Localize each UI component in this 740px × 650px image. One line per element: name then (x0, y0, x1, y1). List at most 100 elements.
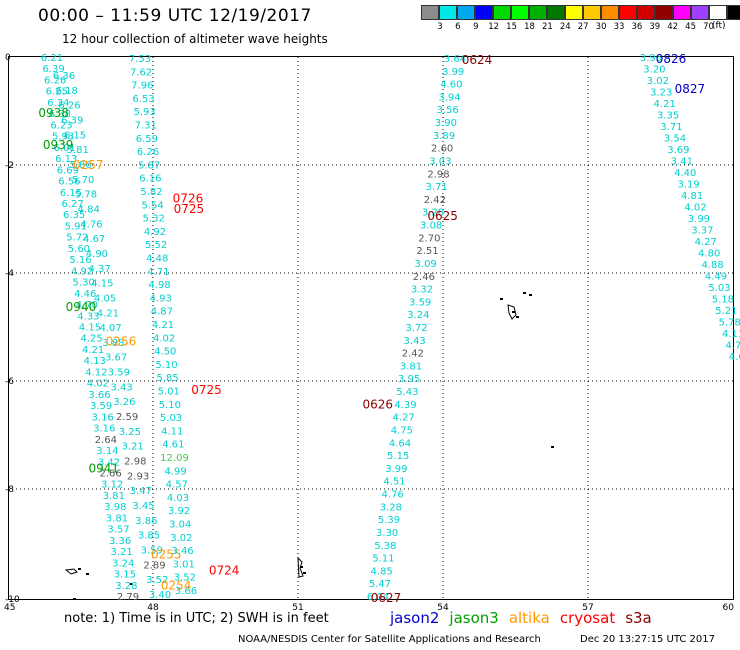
swh-value: 2.42 (402, 349, 424, 360)
swh-value: 2.70 (418, 233, 440, 244)
island-outline (64, 568, 78, 575)
swh-value: 4.98 (148, 280, 170, 291)
swh-value: 4.21 (152, 320, 174, 331)
x-axis-label: 54 (437, 603, 449, 613)
land-speck (516, 316, 519, 318)
swh-value: 5.11 (372, 554, 394, 565)
swh-value: 4.57 (166, 480, 188, 491)
swh-value: 3.52 (174, 573, 196, 584)
swh-value: 3.59 (141, 546, 163, 557)
color-swatch (565, 5, 583, 20)
color-scale-label: 39 (649, 22, 661, 32)
swh-value: 3.04 (169, 520, 191, 531)
swh-value: 2.51 (416, 246, 438, 257)
pass-time-label: 0939 (43, 138, 74, 152)
x-axis-label: 57 (582, 603, 593, 613)
swh-value: 6.04 (367, 592, 389, 603)
swh-value: 3.81 (103, 491, 125, 502)
swh-value: 3.37 (691, 226, 713, 237)
x-axis-label: 60 (723, 603, 735, 613)
color-swatch (439, 5, 457, 20)
swh-value: 5.15 (387, 451, 409, 462)
swh-value: 4.46 (74, 289, 96, 300)
swh-value: 3.12 (101, 480, 123, 491)
color-swatch (637, 5, 655, 20)
swh-value: 6.23 (50, 120, 72, 131)
color-swatch (547, 5, 565, 20)
swh-value: 3.35 (657, 111, 679, 122)
swh-value: 6.01 (54, 143, 76, 154)
y-axis-label: -4 (5, 269, 14, 279)
swh-value: 6.26 (137, 147, 159, 158)
swh-value: 5.87 (138, 160, 160, 171)
swh-value: 4.13 (84, 356, 106, 367)
swh-value: 5.78 (75, 190, 97, 201)
color-scale-label: 12 (488, 22, 500, 32)
swh-value: 4.70 (76, 300, 98, 311)
swh-value: 4.99 (165, 466, 187, 477)
swh-value: 5.60 (68, 244, 90, 255)
swh-value: 3.24 (407, 310, 429, 321)
swh-value: 6.15 (60, 188, 82, 199)
swh-value: 4.67 (83, 234, 105, 245)
swh-value: 3.69 (667, 145, 689, 156)
color-scale-label: 18 (524, 22, 535, 32)
color-scale-label: 27 (577, 22, 589, 32)
credit-line: NOAA/NESDIS Center for Satellite Applica… (238, 634, 541, 645)
swh-value: 5.72 (66, 233, 88, 244)
swh-value: 5.78 (719, 318, 740, 329)
swh-value: 6.18 (56, 86, 78, 97)
swh-value: 3.41 (671, 157, 693, 168)
swh-value: 3.25 (119, 427, 141, 438)
swh-value: 4.21 (82, 345, 104, 356)
pass-time-label: 0938 (38, 106, 69, 120)
swh-value: 3.08 (420, 221, 442, 232)
swh-value: 6.59 (136, 134, 158, 145)
swh-value: 3.54 (664, 134, 686, 145)
land-speck (529, 294, 532, 296)
swh-value: 4.50 (154, 347, 176, 358)
swh-value: 4.02 (153, 333, 175, 344)
page-subtitle: 12 hour collection of altimeter wave hei… (62, 32, 328, 46)
swh-value: 3.90 (435, 118, 457, 129)
swh-value: 4.93 (150, 293, 172, 304)
land-speck (500, 298, 503, 300)
swh-value: 3.94 (438, 92, 460, 103)
swh-value: 4.92 (71, 266, 93, 277)
swh-value: 5.91 (65, 221, 87, 232)
swh-value: 5.43 (396, 387, 418, 398)
swh-value: 4.05 (94, 293, 116, 304)
generated-timestamp: Dec 20 13:27:15 UTC 2017 (580, 634, 715, 645)
swh-value: 3.21 (121, 442, 143, 453)
swh-value: 2.79 (117, 592, 139, 603)
swh-value: 5.86 (69, 160, 91, 171)
swh-value: 2.46 (413, 272, 435, 283)
color-scale-label: 9 (473, 22, 479, 32)
swh-value: 7.96 (131, 81, 153, 92)
pass-time-label: 0257 (73, 158, 104, 172)
swh-value: 5.82 (140, 187, 162, 198)
swh-value: 3.20 (643, 65, 665, 76)
swh-value: 4.37 (89, 264, 111, 275)
swh-value: 3.46 (171, 546, 193, 557)
swh-value: 3.02 (170, 533, 192, 544)
swh-value: 7.31 (135, 121, 157, 132)
swh-value: 3.95 (398, 374, 420, 385)
swh-value: 3.81 (400, 361, 422, 372)
swh-value: 5.18 (712, 295, 734, 306)
swh-value: 2.64 (95, 435, 117, 446)
color-scale-label: 21 (541, 22, 553, 32)
swh-value: 4.39 (394, 400, 416, 411)
swh-value: 4.92 (144, 227, 166, 238)
color-swatch (511, 5, 529, 20)
swh-value: 7.62 (130, 67, 152, 78)
land-speck (303, 572, 306, 574)
swh-value: 3.01 (173, 559, 195, 570)
swh-value: 4.75 (391, 425, 413, 436)
swh-value: 5.85 (156, 373, 178, 384)
color-swatch (673, 5, 691, 20)
swh-value: 3.32 (411, 285, 433, 296)
pass-time-label: 0624 (462, 53, 493, 67)
y-axis-label: -8 (5, 485, 14, 495)
